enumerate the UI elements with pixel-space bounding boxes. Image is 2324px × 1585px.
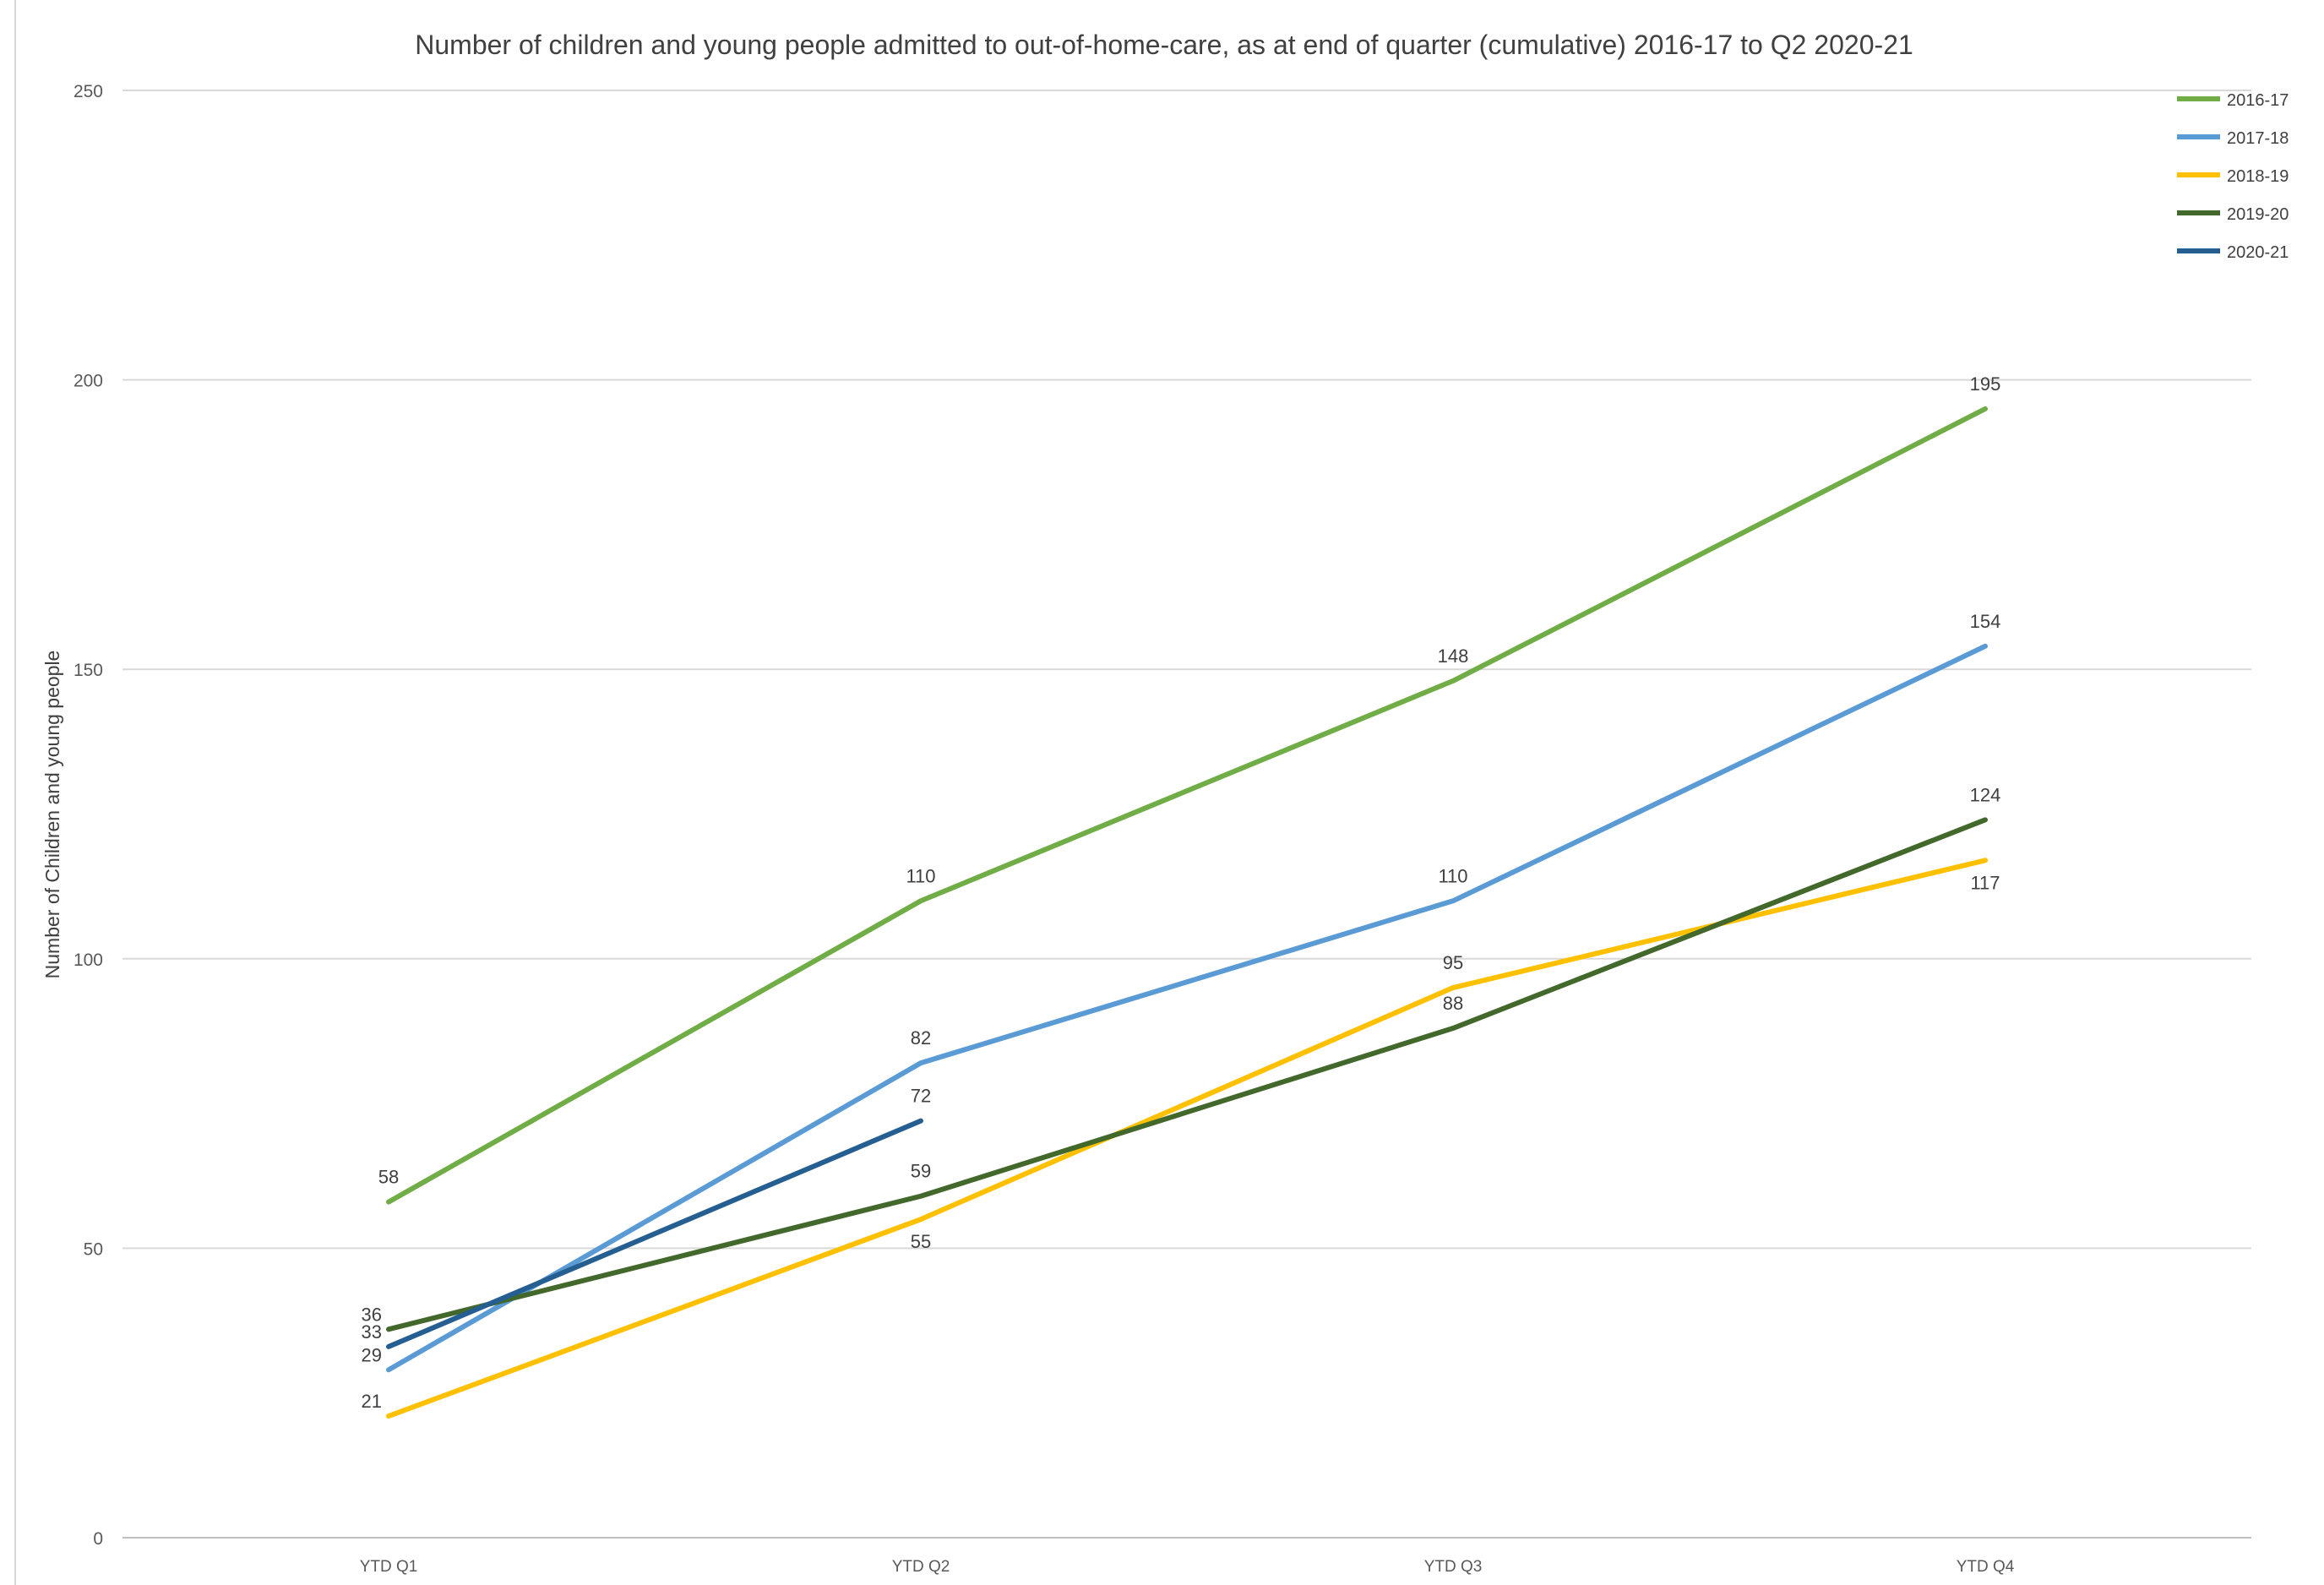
- x-axis-ticks: YTD Q1 YTD Q2 YTD Q3 YTD Q4: [360, 1558, 2015, 1576]
- data-label: 55: [911, 1231, 931, 1252]
- y-tick-label: 100: [73, 950, 103, 970]
- data-label: 29: [362, 1344, 382, 1365]
- data-label: 88: [1443, 993, 1463, 1014]
- x-tick-label: YTD Q2: [892, 1558, 950, 1576]
- y-tick-label: 150: [73, 661, 103, 680]
- series-line: [386, 406, 1988, 1205]
- legend-label: 2018-19: [2227, 167, 2289, 186]
- data-label: 154: [1970, 611, 2001, 632]
- y-tick-label: 50: [84, 1239, 103, 1259]
- data-label: 36: [362, 1304, 382, 1325]
- data-labels: 58 110 148 195 29 82 110 154 21 55 95 117 36 59 88 124 3…: [362, 373, 2001, 1412]
- x-tick-label: YTD Q4: [1957, 1558, 2015, 1576]
- series-lines: [386, 406, 1988, 1419]
- data-label: 82: [911, 1027, 931, 1048]
- data-label: 33: [362, 1321, 382, 1343]
- legend: 2016-17 2017-18 2018-19 2019-20 2020-21: [2177, 91, 2289, 262]
- data-label: 117: [1970, 872, 2000, 893]
- gridlines: [122, 90, 2251, 1539]
- legend-label: 2017-18: [2227, 129, 2289, 148]
- data-label: 110: [1438, 865, 1467, 886]
- data-label: 59: [911, 1161, 931, 1182]
- legend-label: 2020-21: [2227, 243, 2289, 262]
- y-axis-ticks: 0 50 100 150 200 250: [73, 82, 103, 1549]
- y-tick-label: 250: [73, 82, 103, 101]
- data-label: 148: [1438, 645, 1469, 667]
- legend-label: 2016-17: [2227, 91, 2289, 110]
- data-label: 110: [906, 865, 935, 886]
- y-tick-label: 0: [93, 1529, 103, 1549]
- data-label: 58: [378, 1167, 399, 1188]
- series-line: [386, 1118, 923, 1349]
- y-axis-label: Number of Children and young people: [41, 651, 63, 979]
- data-label: 21: [362, 1391, 382, 1412]
- y-tick-label: 200: [73, 372, 103, 391]
- x-tick-label: YTD Q3: [1424, 1558, 1483, 1576]
- series-line: [386, 643, 1988, 1373]
- data-label: 195: [1970, 373, 2001, 395]
- data-label: 95: [1443, 952, 1463, 973]
- legend-label: 2019-20: [2227, 205, 2289, 224]
- x-tick-label: YTD Q1: [360, 1558, 418, 1576]
- chart-title: Number of children and young people admi…: [415, 30, 1913, 60]
- data-label: 72: [911, 1086, 931, 1107]
- series-line: [386, 817, 1988, 1332]
- data-label: 124: [1970, 784, 2001, 805]
